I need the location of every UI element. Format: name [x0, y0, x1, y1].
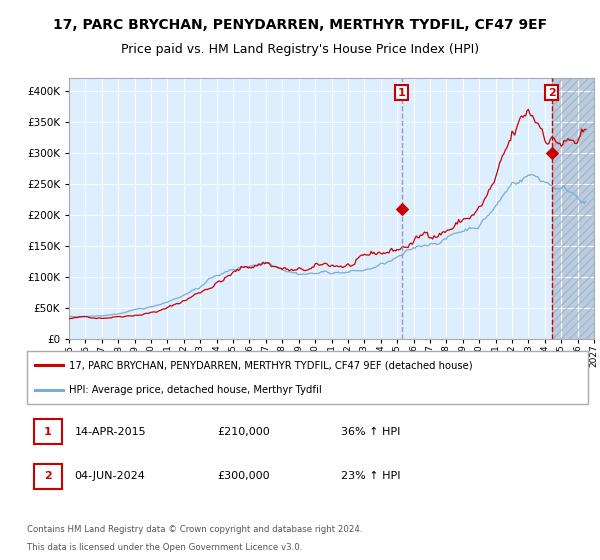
Text: 23% ↑ HPI: 23% ↑ HPI [341, 471, 401, 481]
FancyBboxPatch shape [34, 464, 62, 488]
Text: 14-APR-2015: 14-APR-2015 [74, 427, 146, 437]
Text: 17, PARC BRYCHAN, PENYDARREN, MERTHYR TYDFIL, CF47 9EF: 17, PARC BRYCHAN, PENYDARREN, MERTHYR TY… [53, 18, 547, 32]
Point [547, 148, 556, 157]
Text: Price paid vs. HM Land Registry's House Price Index (HPI): Price paid vs. HM Land Registry's House … [121, 43, 479, 56]
Bar [551, 78, 594, 339]
Text: 1: 1 [44, 427, 52, 437]
Text: £300,000: £300,000 [218, 471, 271, 481]
Text: HPI: Average price, detached house, Merthyr Tydfil: HPI: Average price, detached house, Mert… [69, 385, 322, 395]
Text: 17, PARC BRYCHAN, PENYDARREN, MERTHYR TYDFIL, CF47 9EF (detached house): 17, PARC BRYCHAN, PENYDARREN, MERTHYR TY… [69, 361, 473, 371]
Bar [551, 78, 594, 339]
Text: 1: 1 [398, 87, 406, 97]
Text: Contains HM Land Registry data © Crown copyright and database right 2024.: Contains HM Land Registry data © Crown c… [27, 525, 362, 534]
Text: 04-JUN-2024: 04-JUN-2024 [74, 471, 146, 481]
Text: 2: 2 [44, 471, 52, 481]
Text: £210,000: £210,000 [218, 427, 271, 437]
FancyBboxPatch shape [27, 351, 588, 404]
FancyBboxPatch shape [34, 419, 62, 444]
Text: 2: 2 [548, 87, 556, 97]
Text: This data is licensed under the Open Government Licence v3.0.: This data is licensed under the Open Gov… [27, 543, 302, 552]
Text: 36% ↑ HPI: 36% ↑ HPI [341, 427, 401, 437]
Point [397, 204, 407, 213]
